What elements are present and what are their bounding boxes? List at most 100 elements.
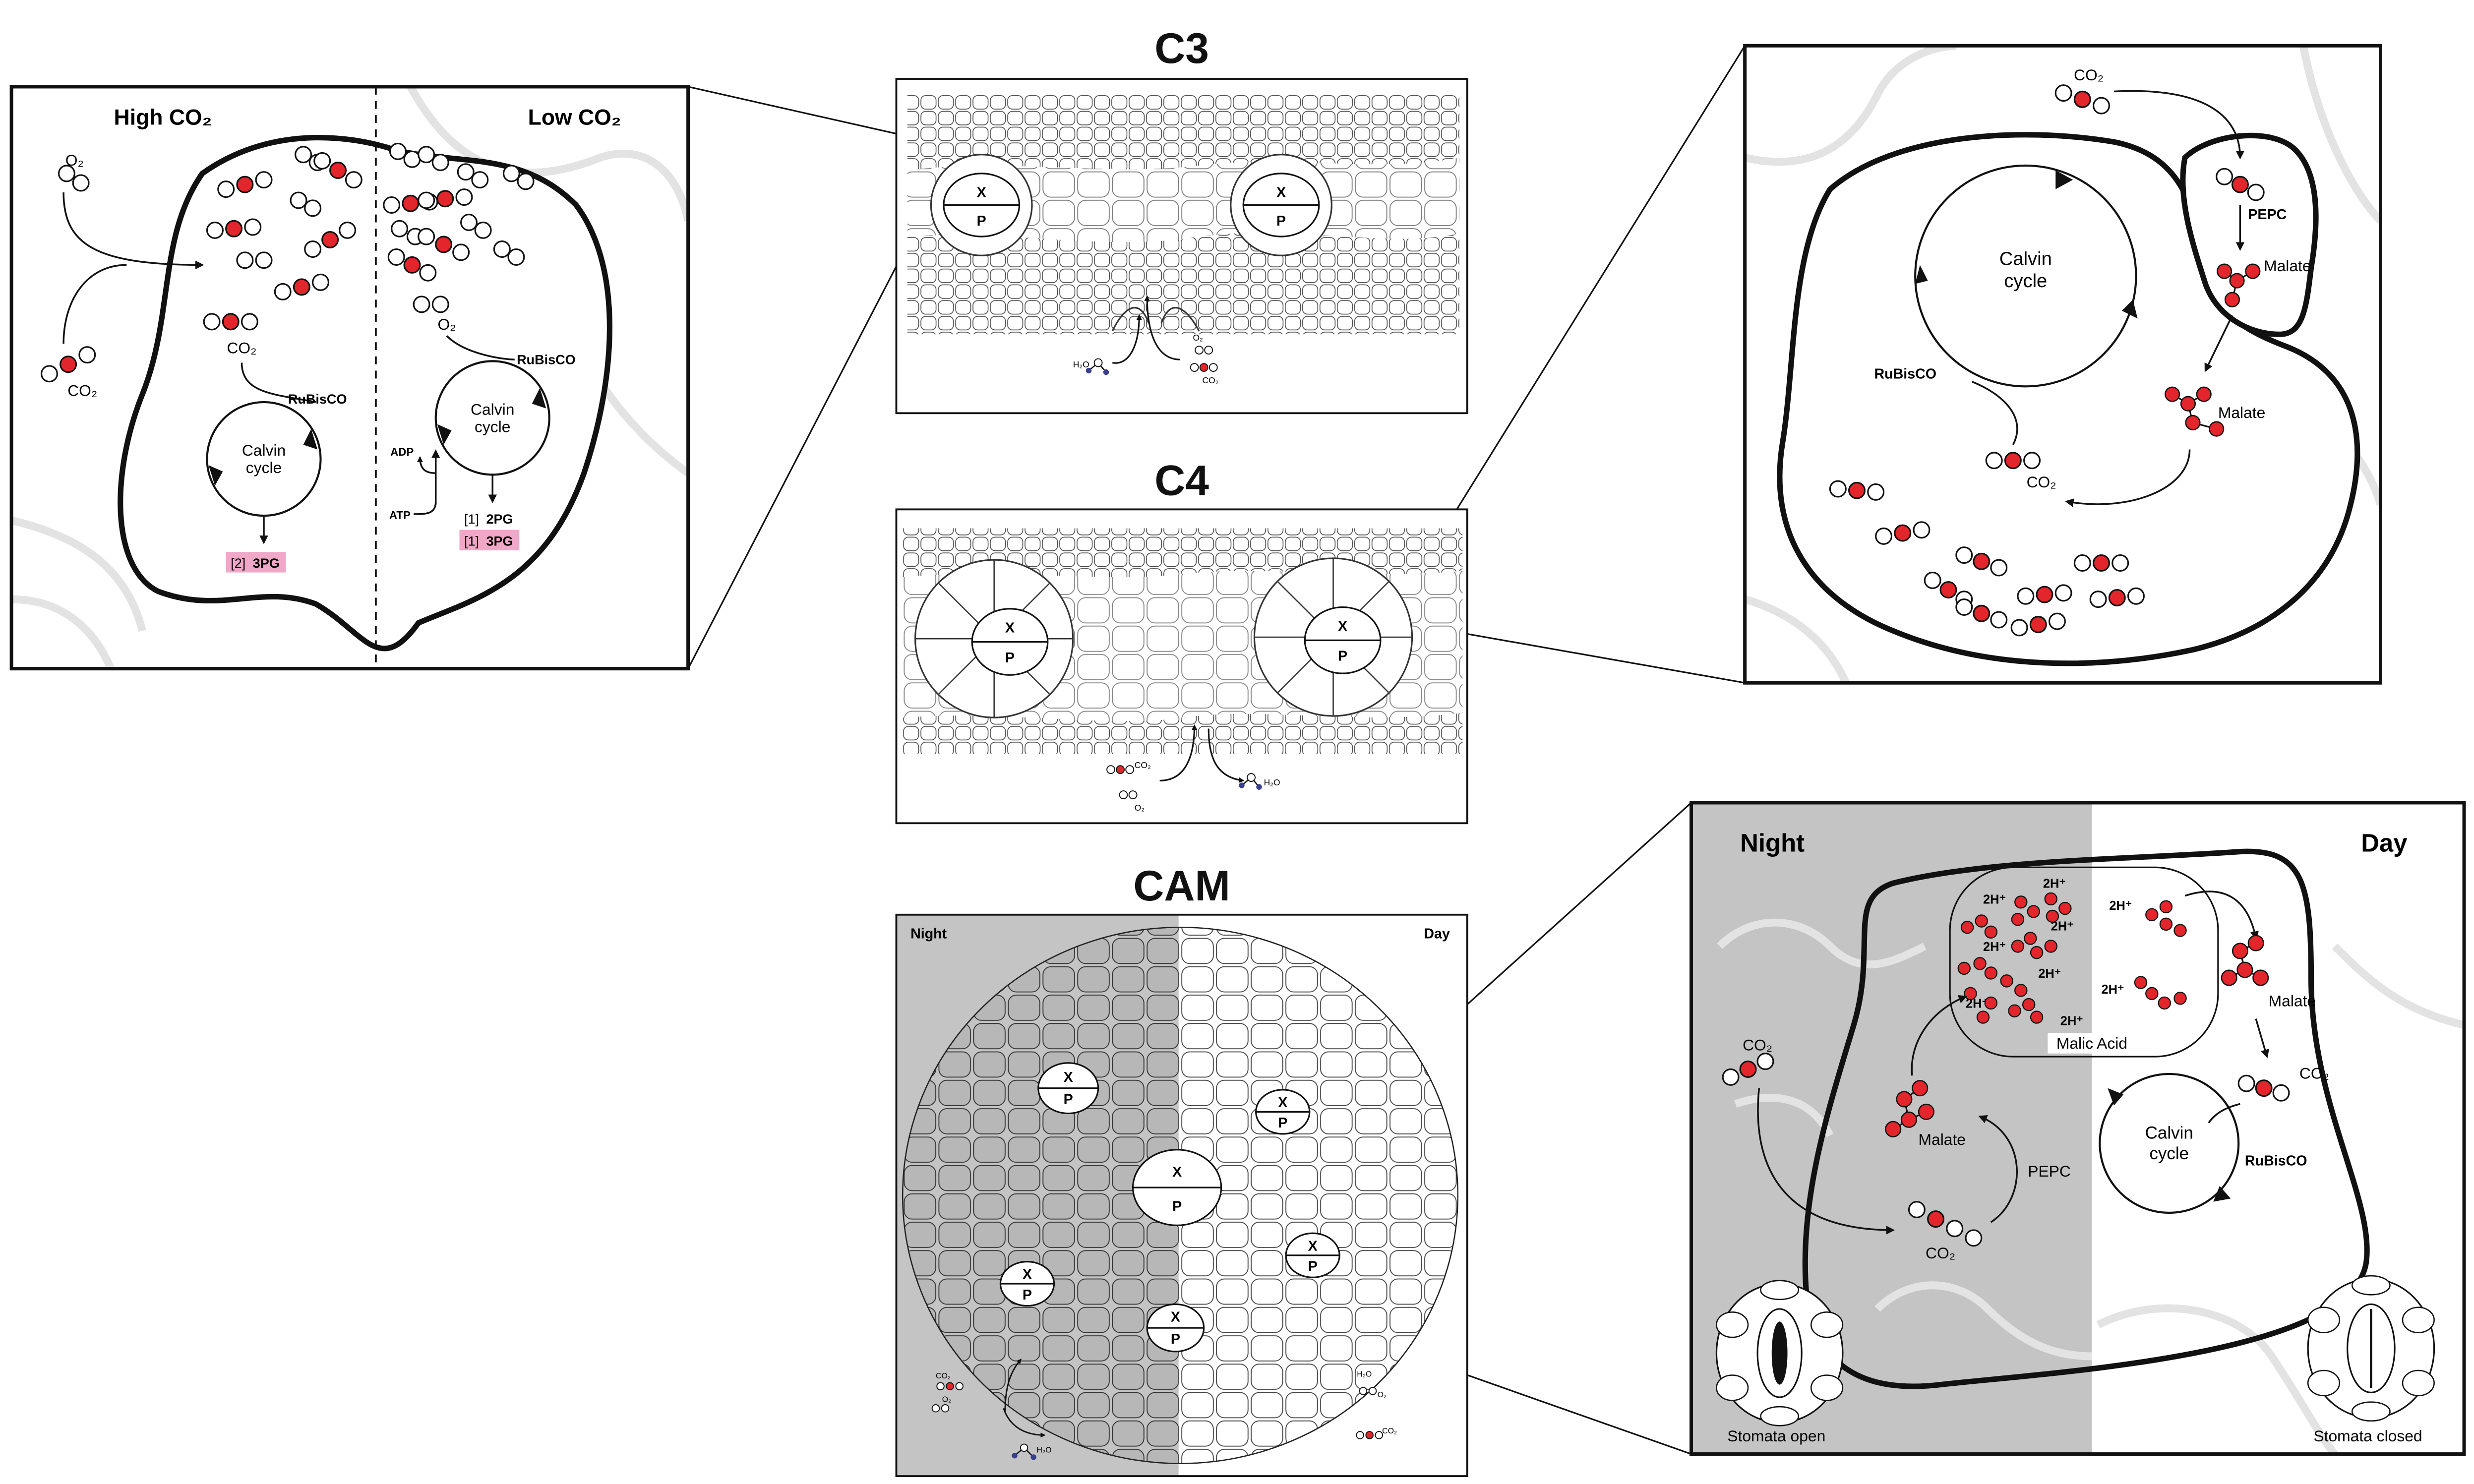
atp-label: ATP	[389, 509, 411, 521]
stomata-closed-label: Stomata closed	[2313, 1427, 2422, 1445]
co2-molecule-icon	[2089, 587, 2145, 608]
cam-co2-bottom-label: CO₂	[1926, 1244, 1955, 1262]
oxygen-molecule-icon	[418, 146, 449, 172]
h-ion-label: 2H⁺	[1983, 940, 2006, 954]
water-molecule-icon	[1086, 358, 1109, 375]
xylem-label: X	[1308, 1238, 1318, 1254]
pg2-prefix: [1]	[464, 512, 479, 527]
xylem-label: X	[1005, 620, 1015, 636]
xylem-label: X	[1172, 1164, 1182, 1180]
calvin-cycle-label: cycle	[2004, 270, 2047, 292]
stomata-closed-icon	[2307, 1275, 2435, 1422]
calvin-cycle-label: Calvin	[471, 401, 514, 418]
cam-pepc-label: PEPC	[2028, 1162, 2071, 1180]
oxygen-molecule-icon	[413, 296, 449, 313]
oxygen-molecule-icon	[931, 1404, 950, 1413]
co2-molecule-icon	[1106, 765, 1135, 774]
co2-molecule-icon	[1985, 452, 2041, 470]
co2-molecule-icon	[2073, 554, 2129, 572]
pg3-high-label: 3PG	[253, 556, 280, 571]
malic-acid-cluster: 2H⁺ 2H⁺ 2H⁺ 2H⁺ 2H⁺ 2H⁺ 2H⁺ 2H⁺ 2H⁺	[1957, 877, 2187, 1028]
calvin-cycle-label: Calvin	[242, 441, 286, 459]
co2-molecule-icon	[206, 218, 262, 239]
c3-vascular-bundle-left: X P	[930, 154, 1033, 256]
cam-night-label: Night	[910, 926, 947, 942]
stomata-open-icon	[1715, 1280, 1844, 1426]
cam-o2-label-day: O₂	[1378, 1391, 1387, 1399]
h-ion-label: 2H⁺	[2102, 983, 2124, 997]
co2-molecule-icon	[1829, 480, 1885, 501]
pepc-label: PEPC	[2248, 207, 2287, 223]
oxygen-molecule-icon	[236, 251, 273, 269]
stomata-open-label: Stomata open	[1727, 1427, 1825, 1445]
pg2-label: 2PG	[486, 512, 513, 527]
calvin-cycle-c4: Calvin cycle	[1914, 164, 2138, 388]
co2-molecule-icon	[418, 188, 473, 209]
co2-molecule-icon	[2010, 612, 2066, 637]
co2-molecule-icon	[274, 273, 330, 300]
calvin-cycle-label: cycle	[2149, 1144, 2189, 1163]
pg3-low-label: 3PG	[486, 534, 513, 549]
cam-co2-label-day: CO₂	[1382, 1427, 1397, 1435]
c3-vascular-bundle-right: X P	[1230, 154, 1332, 256]
xylem-label: X	[1023, 1267, 1032, 1283]
c4-h2o-label: H₂O	[1264, 777, 1280, 787]
h-ion-label: 2H⁺	[2109, 899, 2132, 913]
c4-cell-zoom-panel: CO₂ PEPC Malate Malate	[1743, 44, 2382, 685]
oxygen-molecule-icon	[460, 213, 492, 239]
phloem-label: P	[1278, 1115, 1287, 1131]
co2-molecule-icon	[387, 248, 437, 282]
c4-malate-label-1: Malate	[2264, 257, 2311, 275]
low-co2-label: Low CO₂	[528, 105, 621, 129]
cam-night-title: Night	[1740, 829, 1805, 857]
co2-molecule-icon	[1908, 1201, 1983, 1247]
co2-molecule-icon	[2216, 168, 2265, 201]
calvin-cycle-label: cycle	[475, 418, 510, 436]
cam-co2-right-label: CO₂	[2299, 1065, 2329, 1082]
oxygen-molecule-icon	[457, 163, 489, 189]
oxygen-molecule-icon	[1119, 790, 1138, 799]
malate-molecule-icon	[1885, 1080, 1934, 1137]
c4-kranz-bundle-left: X P	[914, 559, 1074, 718]
calvin-cycle-cam: Calvin cycle	[2099, 1072, 2240, 1214]
calvin-cycle-label: Calvin	[1999, 248, 2052, 269]
oxygen-molecule-icon	[1359, 1387, 1377, 1395]
cam-co2-left-label: CO₂	[1743, 1036, 1772, 1054]
pg3-high-highlight	[226, 552, 286, 573]
water-molecule-icon	[1012, 1443, 1036, 1460]
co2-molecule-icon	[1722, 1053, 1774, 1086]
phloem-label: P	[1005, 650, 1015, 666]
c4-malate-label-2: Malate	[2218, 404, 2265, 421]
phloem-label: P	[977, 213, 986, 229]
xylem-label: X	[1064, 1069, 1073, 1085]
co2-molecule-icon	[1955, 598, 2008, 629]
heading-c4: C4	[1154, 457, 1209, 505]
c4-co2-top-label: CO₂	[2074, 66, 2104, 84]
cam-co2-label-night: CO₂	[936, 1372, 951, 1380]
pg3-low-highlight	[459, 530, 520, 551]
c3-h2o-label: H₂O	[1073, 359, 1089, 369]
cam-h2o-label-day: H₂O	[1357, 1370, 1372, 1379]
co2-label: CO₂	[67, 381, 97, 399]
cam-rubisco-label: RuBisCO	[2245, 1153, 2307, 1169]
cam-malate-left-label: Malate	[1919, 1130, 1966, 1148]
cam-day-label: Day	[1424, 926, 1450, 942]
rubisco-label: RuBisCO	[517, 353, 576, 367]
co2-molecule-icon	[304, 221, 357, 258]
c3-leaf-section: X P X P H₂O O₂ CO₂	[895, 78, 1468, 415]
co2-molecule-icon	[1955, 546, 2008, 577]
cam-vascular-bundle: X P	[1255, 1089, 1311, 1135]
phloem-label: P	[1171, 1331, 1180, 1347]
malate-molecule-icon	[2217, 263, 2261, 307]
cam-cell-zoom-panel: Night Day 2H⁺ 2H⁺ 2H⁺ 2H⁺ 2H⁺ 2H⁺ 2H⁺ 2H…	[1690, 801, 2466, 1456]
co2-molecule-icon	[2054, 84, 2110, 115]
malic-acid-label-bg	[2048, 1033, 2136, 1054]
co2-molecule-icon	[418, 228, 470, 261]
phloem-label: P	[1023, 1287, 1032, 1303]
co2-molecule-icon	[313, 152, 362, 189]
cam-vascular-bundle: X P	[1146, 1303, 1205, 1353]
cam-vascular-bundle: X P	[999, 1260, 1055, 1307]
high-co2-label: High CO₂	[114, 105, 212, 129]
h-ion-label: 2H⁺	[2038, 967, 2061, 981]
